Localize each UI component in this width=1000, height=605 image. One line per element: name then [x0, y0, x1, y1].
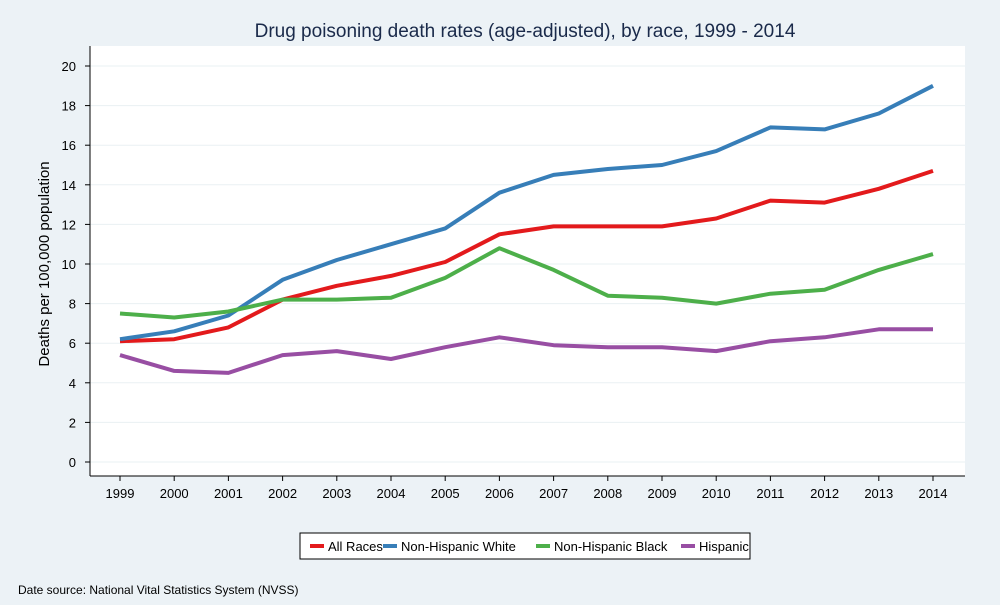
legend-box: [299, 532, 751, 560]
axes: 0 2 4 6 8 10 12 14 16 18 20 1999 2000 2001 2002 2003 200…: [62, 46, 965, 501]
y-tick-label: 8: [69, 297, 76, 312]
grid-lines: [90, 65, 965, 463]
y-axis-label: Deaths per 100,000 population: [36, 161, 53, 366]
x-tick-label: 2002: [268, 486, 297, 501]
y-tick-label: 10: [62, 257, 76, 272]
y-tick-label: 4: [69, 376, 76, 391]
y-tick-label: 18: [62, 99, 76, 114]
x-tick-label: 2000: [160, 486, 189, 501]
legend-label: Hispanic: [699, 539, 749, 554]
x-tick-label: 2011: [756, 486, 784, 501]
x-tick-label: 2010: [702, 486, 731, 501]
y-tick-label: 12: [62, 217, 76, 232]
y-tick-label: 2: [69, 415, 76, 430]
series-line-non-hispanic-black: [119, 246, 934, 320]
series-lines: [119, 84, 934, 375]
x-tick-label: 2007: [539, 486, 568, 501]
y-tick-label: 20: [62, 59, 76, 74]
x-tick-label: 2003: [322, 486, 351, 501]
legend: All Races Non-Hispanic White Non-Hispanic …: [299, 532, 751, 560]
x-tick-label: 2009: [648, 486, 677, 501]
legend-item-hispanic: Hispanic: [681, 539, 749, 554]
y-tick-label: 0: [69, 455, 76, 470]
legend-label: Non-Hispanic Black: [554, 539, 668, 554]
x-tick-label: 2004: [377, 486, 406, 501]
legend-label: Non-Hispanic White: [401, 539, 516, 554]
x-tick-label: 2006: [485, 486, 514, 501]
y-tick-label: 16: [62, 138, 76, 153]
x-tick-label: 2001: [214, 486, 243, 501]
x-tick-label: 2005: [431, 486, 460, 501]
legend-item-non-hispanic-black: Non-Hispanic Black: [536, 539, 668, 554]
y-tick-label: 6: [69, 336, 76, 351]
series-line-non-hispanic-white: [119, 84, 934, 342]
x-tick-label: 2012: [810, 486, 839, 501]
legend-item-all-races: All Races: [310, 539, 383, 554]
y-tick-label: 14: [62, 178, 76, 193]
series-line-all-races: [119, 169, 934, 344]
x-tick-label: 2013: [864, 486, 893, 501]
x-tick-label: 2014: [919, 486, 948, 501]
legend-item-non-hispanic-white: Non-Hispanic White: [383, 539, 516, 554]
chart-title: Drug poisoning death rates (age-adjusted…: [255, 21, 796, 42]
legend-label: All Races: [328, 539, 383, 554]
x-tick-label: 2008: [593, 486, 622, 501]
source-note: Date source: National Vital Statistics S…: [18, 583, 299, 597]
x-tick-label: 1999: [106, 486, 135, 501]
series-line-hispanic: [119, 327, 933, 375]
